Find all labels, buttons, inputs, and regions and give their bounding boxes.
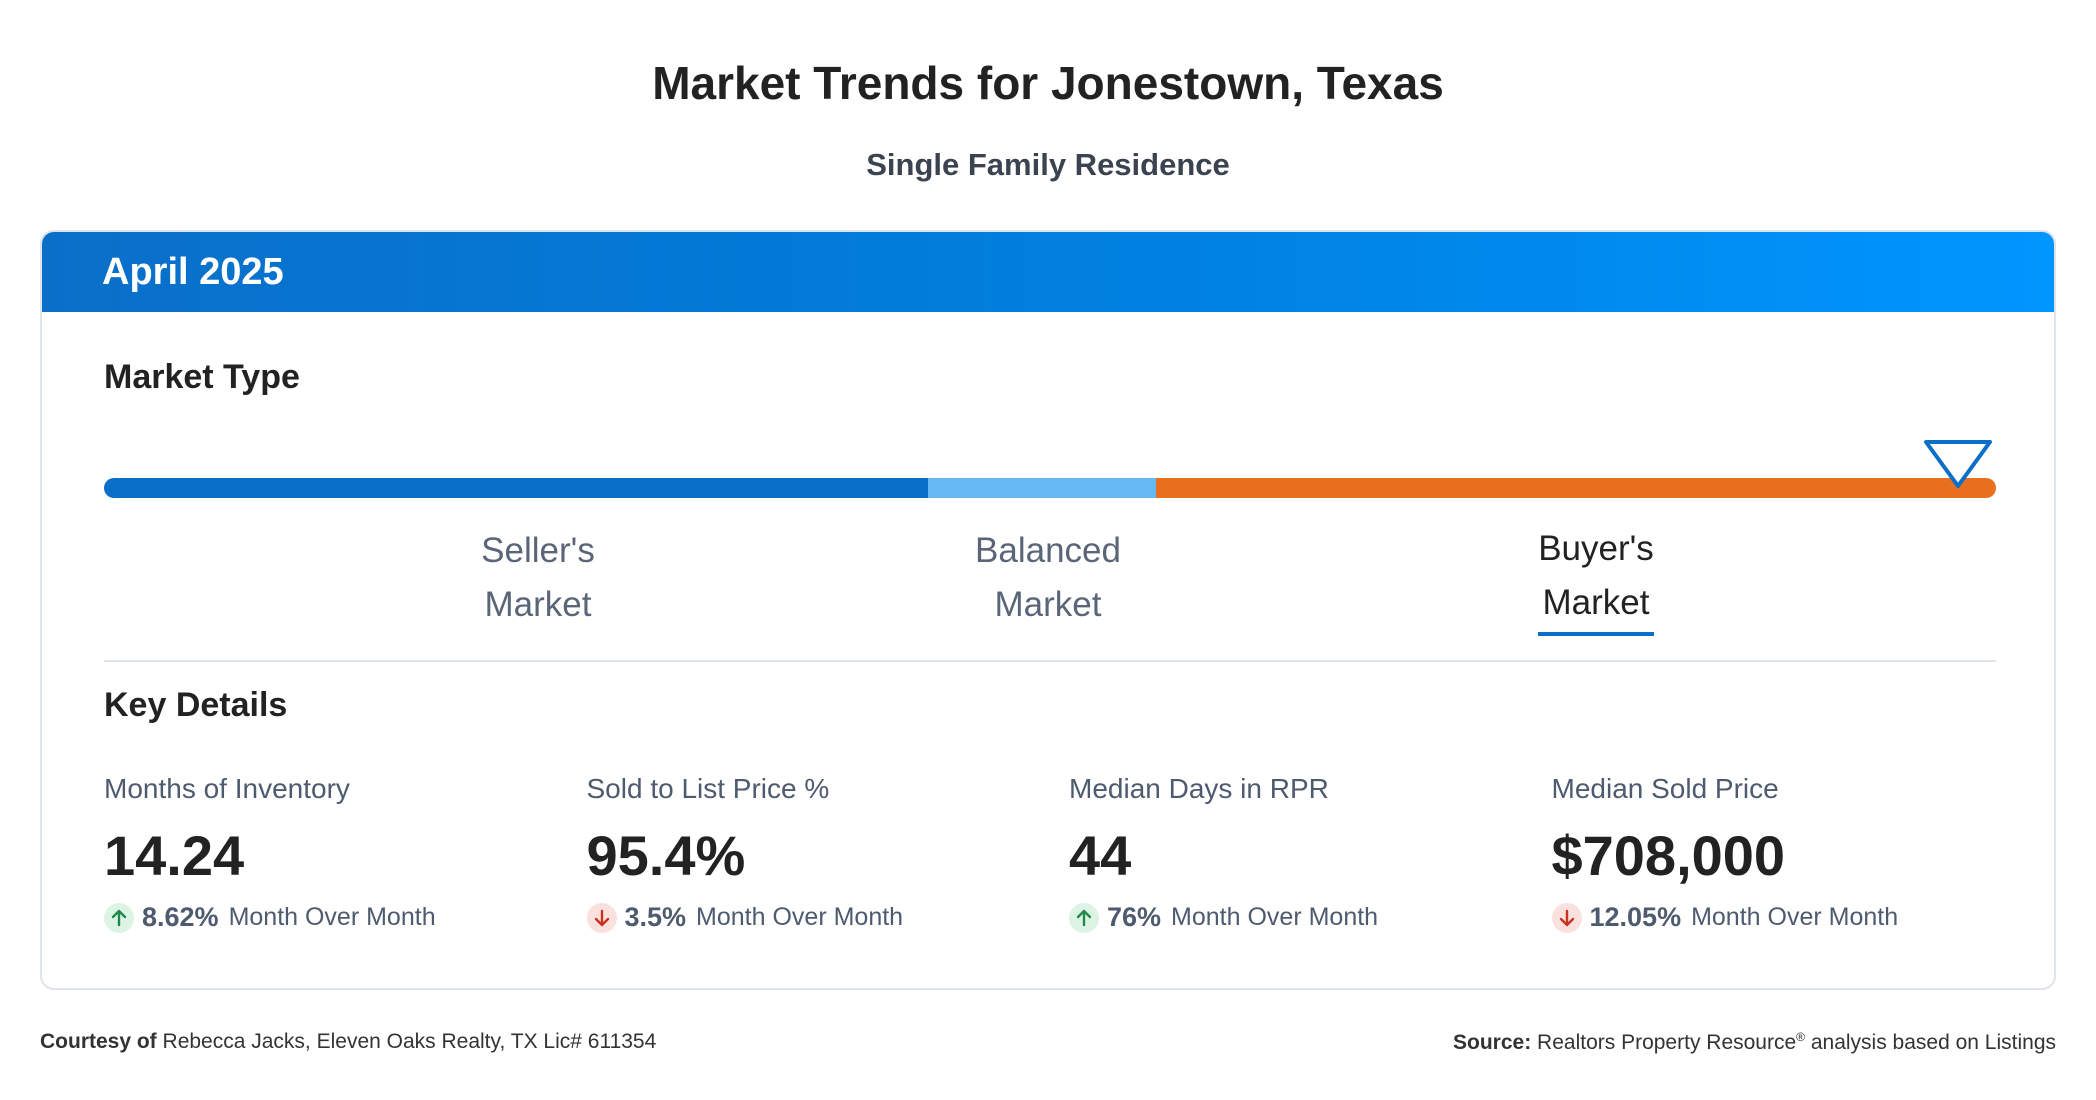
triangle-marker-icon — [1924, 440, 1993, 488]
section-divider — [104, 660, 1996, 662]
stat-months-of-inventory: Months of Inventory 14.24 8.62% Month Ov… — [104, 772, 587, 933]
market-type-heading: Market Type — [104, 358, 300, 396]
meter-label-seller-line2: Market — [484, 585, 592, 624]
stat-change-text: Month Over Month — [696, 903, 904, 931]
source-text-2: analysis based on Listings — [1810, 1031, 2056, 1054]
stat-value: 14.24 — [104, 824, 245, 887]
stat-label: Sold to List Price % — [586, 773, 830, 804]
stat-change: 3.5% Month Over Month — [586, 902, 1070, 933]
market-card: April 2025 Market Type Seller's Market B… — [40, 230, 2056, 990]
stat-change-percent: 8.62% — [142, 902, 219, 932]
stat-value: $708,000 — [1551, 824, 1786, 887]
key-details-stats: Months of Inventory 14.24 8.62% Month Ov… — [104, 772, 2034, 933]
card-header: April 2025 — [42, 232, 2054, 312]
source-label: Source: — [1453, 1031, 1532, 1054]
stat-median-days-in-rpr: Median Days in RPR 44 76% Month Over Mon… — [1069, 772, 1552, 933]
courtesy-label: Courtesy of — [40, 1030, 157, 1053]
stat-change: 76% Month Over Month — [1069, 902, 1552, 933]
meter-label-buyer: Buyer's Market — [1496, 522, 1696, 636]
meter-segment-buyer — [1156, 478, 1996, 498]
stat-label: Months of Inventory — [104, 773, 350, 804]
registered-mark: ® — [1796, 1030, 1805, 1044]
page-title: Market Trends for Jonestown, Texas — [652, 57, 1444, 109]
arrow-up-icon — [104, 902, 134, 933]
stat-value: 95.4% — [586, 824, 746, 887]
arrow-down-icon — [586, 902, 617, 933]
page-subtitle: Single Family Residence — [866, 147, 1230, 182]
courtesy-text: Rebecca Jacks, Eleven Oaks Realty, TX Li… — [162, 1030, 657, 1053]
market-type-meter — [104, 478, 1996, 498]
meter-segment-balanced — [928, 478, 1156, 498]
meter-label-buyer-line2: Market — [1542, 583, 1650, 622]
meter-label-balanced: Balanced Market — [948, 524, 1148, 632]
stat-median-sold-price: Median Sold Price $708,000 12.05% Month … — [1551, 772, 2035, 933]
arrow-down-icon — [1551, 902, 1582, 933]
courtesy-footer: Courtesy of Rebecca Jacks, Eleven Oaks R… — [40, 1030, 656, 1054]
stat-change-percent: 12.05% — [1589, 902, 1682, 932]
meter-label-seller-line1: Seller's — [481, 531, 595, 570]
key-details-heading: Key Details — [104, 686, 288, 724]
arrow-up-icon — [1069, 902, 1099, 933]
stat-label: Median Days in RPR — [1069, 773, 1329, 804]
stat-change-text: Month Over Month — [228, 903, 436, 931]
source-text-1: Realtors Property Resource — [1537, 1031, 1797, 1054]
period-label: April 2025 — [102, 250, 284, 293]
meter-label-buyer-line1: Buyer's — [1538, 529, 1654, 568]
stat-change: 12.05% Month Over Month — [1551, 902, 2035, 933]
stat-change-text: Month Over Month — [1171, 903, 1379, 931]
stat-change: 8.62% Month Over Month — [104, 902, 587, 933]
stat-change-percent: 76% — [1107, 902, 1162, 932]
stat-value: 44 — [1069, 824, 1132, 887]
stat-label: Median Sold Price — [1551, 773, 1779, 804]
selected-underline — [1538, 632, 1654, 636]
meter-label-balanced-line1: Balanced — [975, 531, 1121, 570]
source-footer: Source: Realtors Property Resource® anal… — [1453, 1030, 2056, 1055]
stat-sold-to-list-price: Sold to List Price % 95.4% 3.5% Month Ov… — [586, 772, 1070, 933]
stat-change-text: Month Over Month — [1691, 903, 1899, 931]
stat-change-percent: 3.5% — [624, 902, 687, 932]
meter-label-balanced-line2: Market — [994, 585, 1102, 624]
meter-segment-seller — [104, 478, 928, 498]
meter-label-seller: Seller's Market — [438, 524, 638, 632]
